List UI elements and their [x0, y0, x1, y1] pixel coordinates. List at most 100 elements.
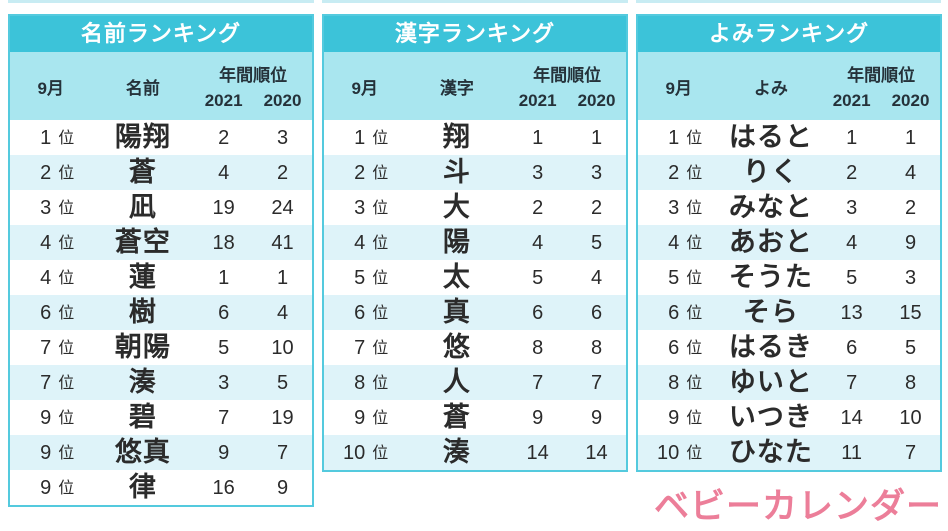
value-column-header: よみ	[753, 78, 788, 98]
rank-suffix: 位	[686, 164, 703, 182]
rank-suffix: 位	[58, 444, 75, 462]
name-cell: はると	[728, 122, 813, 152]
name-cell: ゆいと	[728, 367, 813, 397]
rank-2020-cell: 9	[590, 406, 603, 429]
month-header: 9月	[37, 78, 64, 98]
rank-2020-cell: 4	[276, 301, 289, 324]
rank-2020-cell: 3	[904, 266, 917, 289]
table-row: 9 位いつき 14 10	[638, 400, 940, 435]
rank-2020-cell: 10	[271, 336, 294, 359]
rank-number: 6	[40, 301, 52, 324]
name-cell: 大	[442, 192, 471, 222]
table-row: 4 位 蒼空 18 41	[10, 225, 312, 260]
rank-2021-cell: 13	[840, 301, 863, 324]
rank-2020-cell: 3	[276, 126, 289, 149]
year-2021-header: 2021	[518, 91, 557, 110]
name-cell: 蒼空	[114, 227, 171, 257]
rank-2021-cell: 6	[846, 336, 858, 359]
rank-2020-cell: 2	[276, 161, 289, 184]
rank-suffix: 位	[686, 269, 703, 287]
rank-2021-cell: 5	[846, 266, 858, 289]
name-cell: 悠真	[114, 437, 171, 467]
table-row: 6 位はるき 6 5	[638, 330, 940, 365]
rank-suffix: 位	[686, 199, 703, 217]
rank-2021-cell: 18	[212, 231, 235, 254]
table-rows: 1 位はると 1 1 2 位りく 2 4 3 位みなと 3 2 4 位あおと 4 9 5 位そうた 5 3 6 位そら 13…	[638, 120, 940, 470]
rank-number: 4	[354, 231, 366, 254]
rank-2021-cell: 16	[212, 476, 235, 499]
rank-suffix: 位	[686, 304, 703, 322]
rank-2020-cell: 14	[585, 441, 608, 464]
month-header: 9月	[665, 78, 692, 98]
rank-2021-cell: 2	[846, 161, 858, 184]
name-cell: 人	[442, 367, 471, 397]
year-2020-header: 2020	[891, 91, 930, 110]
rank-2021-cell: 4	[532, 231, 544, 254]
rank-2021-cell: 4	[218, 161, 230, 184]
rank-2020-cell: 5	[904, 336, 917, 359]
rank-2021-cell: 7	[532, 371, 544, 394]
rank-number: 3	[40, 196, 52, 219]
year-2020-header: 2020	[263, 91, 302, 110]
rank-number: 5	[354, 266, 366, 289]
table-title: よみランキング	[638, 16, 940, 52]
rank-suffix: 位	[58, 269, 75, 287]
rank-2020-cell: 4	[590, 266, 603, 289]
rank-2020-cell: 9	[904, 231, 917, 254]
rank-2020-cell: 4	[904, 161, 917, 184]
table-row: 5 位そうた 5 3	[638, 260, 940, 295]
top-edge-strip	[322, 0, 628, 3]
table-row: 9 位悠真 9 7	[10, 435, 312, 470]
rank-number: 1	[354, 126, 366, 149]
rank-suffix: 位	[58, 234, 75, 252]
rank-suffix: 位	[372, 199, 389, 217]
rank-number: 10	[657, 441, 680, 464]
table-row: 7 位 朝陽 5 10	[10, 330, 312, 365]
ranking-tables: 名前ランキング 9月 名前 年間順位 2021 2020 1 位陽翔 2 3 2 位蒼 4 2…	[8, 14, 942, 507]
rank-2020-cell: 9	[276, 476, 289, 499]
rank-number: 1	[40, 126, 52, 149]
rank-2021-cell: 3	[532, 161, 544, 184]
rank-2021-cell: 2	[532, 196, 544, 219]
rank-number: 3	[354, 196, 366, 219]
table-row: 3 位 凪 19 24	[10, 190, 312, 225]
rank-suffix: 位	[58, 129, 75, 147]
rank-number: 6	[668, 336, 680, 359]
name-cell: 蒼	[442, 402, 471, 432]
table-title: 漢字ランキング	[324, 16, 626, 52]
year-2021-header: 2021	[204, 91, 243, 110]
rank-2020-cell: 41	[271, 231, 294, 254]
name-cell: 碧	[128, 402, 157, 432]
babycalendar-logo: ベビーカレンダー	[653, 487, 942, 526]
rank-2021-cell: 14	[840, 406, 863, 429]
annual-rank-header: 年間順位	[847, 65, 916, 85]
rank-cell: 10 位	[324, 443, 406, 463]
rank-2020-cell: 19	[271, 406, 294, 429]
rank-suffix: 位	[372, 339, 389, 357]
rank-2021-cell: 1	[846, 126, 858, 149]
name-cell: 樹	[128, 297, 157, 327]
rank-2021-cell: 3	[218, 371, 230, 394]
rank-number: 9	[40, 441, 52, 464]
rank-2021-cell: 8	[532, 336, 544, 359]
rank-number: 4	[668, 231, 680, 254]
